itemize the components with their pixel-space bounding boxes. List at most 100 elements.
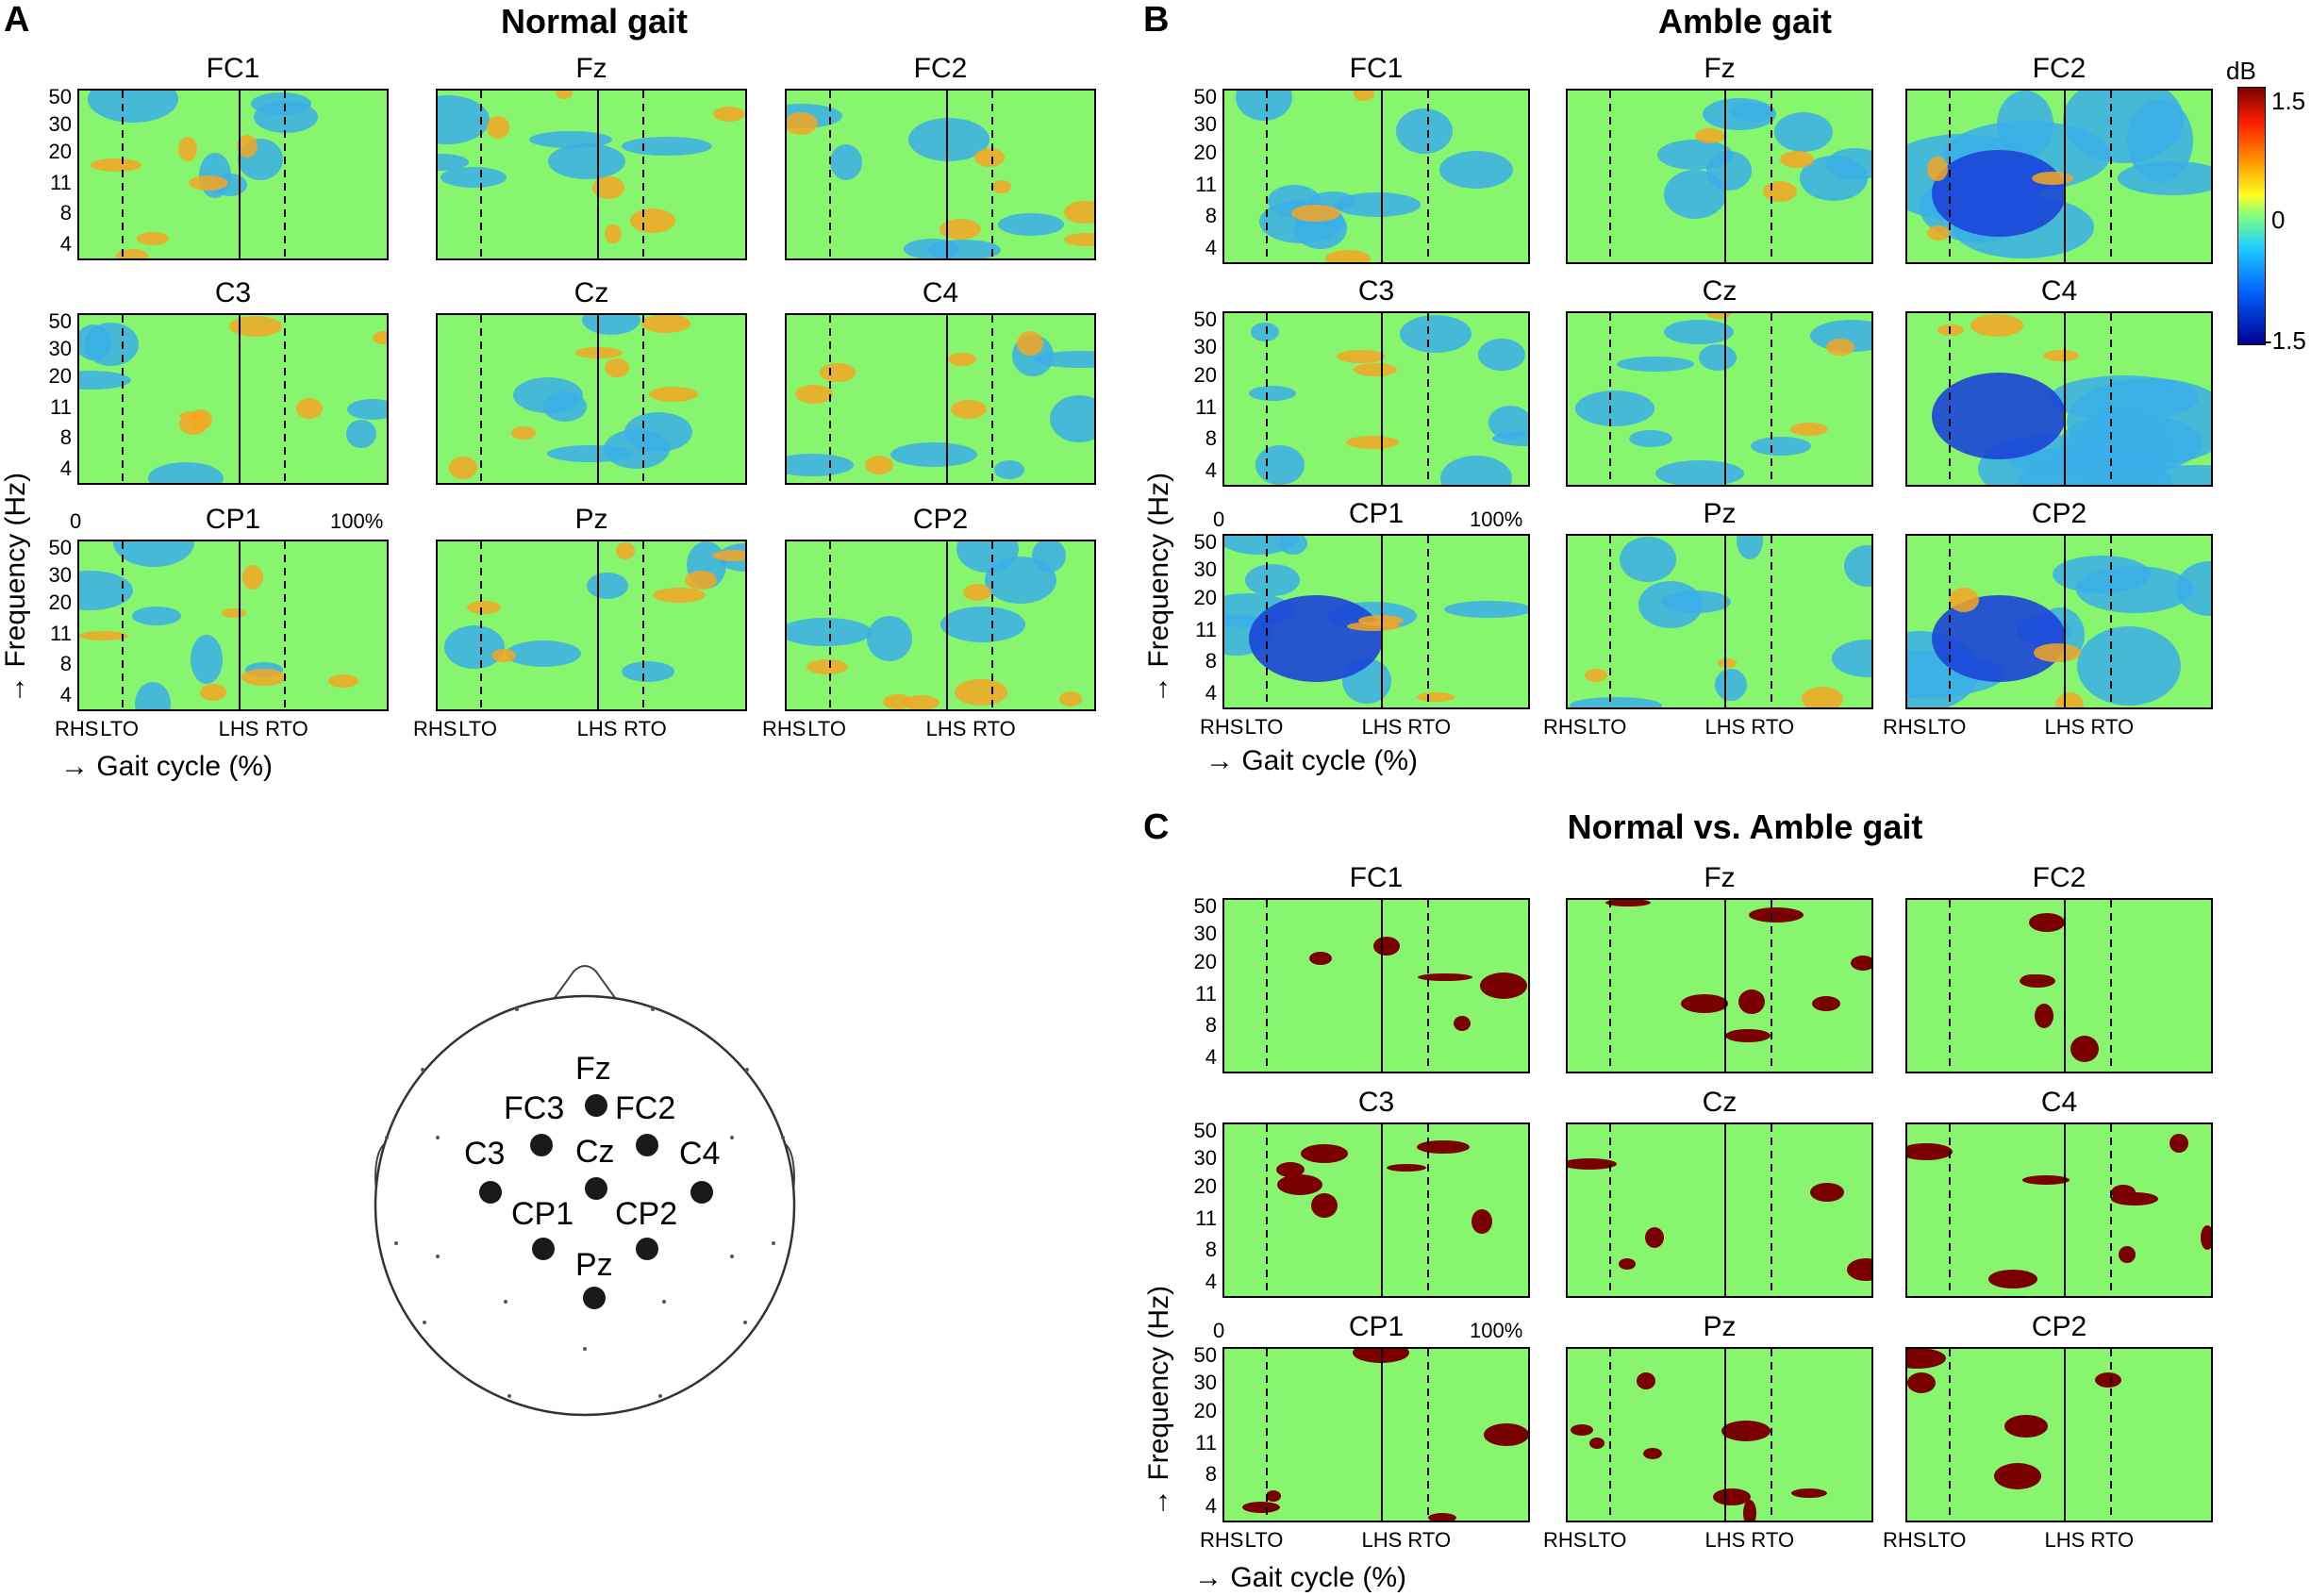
panel-b-map-fc1 (1222, 89, 1530, 264)
panel-a-event-label: RTO (623, 717, 667, 740)
electrode-dots (479, 1094, 713, 1309)
panel-a-title-cz: Cz (574, 277, 609, 308)
panel-b-event-label: RTO (1407, 715, 1452, 739)
panel-c-x-start: 0 (1213, 1319, 1225, 1342)
panel-a-map-c4 (785, 313, 1096, 485)
panel-b-ytick: 8 (1205, 649, 1217, 673)
panel-b-title-c4: C4 (2040, 275, 2078, 307)
panel-c-ytick: 30 (1193, 1371, 1217, 1395)
panel-c-title: Normal vs. Amble gait (1567, 807, 1923, 846)
electrode-label-fc2: FC2 (615, 1090, 676, 1126)
panel-b-title-fc1: FC1 (1349, 53, 1404, 84)
panel-a-event-label: RTO (265, 717, 308, 740)
panel-a-ytick: 4 (59, 683, 72, 707)
panel-a-ytick: 8 (59, 201, 72, 225)
panel-b-event-label: LTO (1244, 715, 1284, 739)
panel-a-ytick: 30 (48, 336, 72, 360)
electrode-label-c3: C3 (464, 1136, 506, 1172)
panel-a-ytick: 50 (48, 84, 72, 108)
colorbar-mid: 0 (2271, 206, 2286, 234)
panel-a-event-label: RHS (413, 717, 457, 740)
panel-b-ytick: 8 (1205, 426, 1217, 451)
panel-b-event-label: LTO (1927, 715, 1967, 739)
panel-a-letter: A (4, 0, 30, 40)
panel-b-event-label: LHS (2044, 715, 2086, 739)
panel-c-ytick: 11 (1195, 1430, 1217, 1455)
panel-b-event-label: RHS (1543, 715, 1588, 739)
panel-a-ytick: 8 (59, 652, 72, 676)
panel-a-map-fc2 (785, 89, 1096, 260)
panel-a-event-label: LTO (807, 717, 846, 740)
panel-a-ytick: 4 (59, 232, 72, 257)
colorbar-min: -1.5 (2264, 326, 2306, 355)
panel-b-xlabel: → Gait cycle (%) (1205, 745, 1419, 776)
panel-c-ytick: 20 (1193, 950, 1217, 974)
panel-a-map-c3 (77, 313, 389, 485)
electrode-label-fz: Fz (575, 1051, 611, 1087)
panel-b-ytick: 4 (1205, 457, 1217, 482)
panel-a-title-c4: C4 (922, 277, 959, 308)
panel-c-title-fz: Fz (1704, 862, 1736, 893)
panel-a-event-label: LHS (576, 717, 618, 740)
panel-c-title-c4: C4 (2040, 1087, 2078, 1118)
panel-c-map-pz (1566, 1347, 1873, 1522)
panel-b-ytick: 4 (1205, 235, 1217, 259)
panel-c-event-label: LHS (1361, 1528, 1403, 1552)
panel-b-title-cp1: CP1 (1348, 498, 1405, 529)
panel-c-ytick: 4 (1205, 1044, 1217, 1069)
panel-b-letter: B (1143, 0, 1170, 40)
panel-a-event-label: LHS (925, 717, 967, 740)
electrode-label-fc3: FC3 (504, 1090, 565, 1126)
panel-c-ytick: 4 (1205, 1269, 1217, 1293)
panel-c-event-label: LTO (1588, 1528, 1627, 1552)
panel-b-event-label: RTO (2090, 715, 2135, 739)
panel-a-ytick: 11 (50, 621, 72, 645)
panel-c-ytick: 30 (1193, 1146, 1217, 1171)
panel-a-ytick: 50 (48, 308, 72, 333)
panel-b-ytick: 20 (1193, 141, 1217, 165)
panel-b-ytick: 11 (1195, 394, 1217, 419)
panel-b-ylabel: → Frequency (Hz) (1143, 472, 1174, 704)
panel-b-map-pz (1566, 534, 1873, 709)
panel-c-event-label: RTO (1751, 1528, 1795, 1552)
panel-b-map-fz (1566, 89, 1873, 264)
panel-b-map-c3 (1222, 311, 1530, 487)
electrode-head-map: Fz FC3 FC2 C3 Cz C4 CP1 CP2 Pz (358, 953, 811, 1424)
panel-a-ytick: 4 (59, 457, 72, 481)
panel-a-ylabel: → Frequency (Hz) (0, 472, 31, 704)
panel-b-map-c4 (1905, 311, 2213, 487)
panel-c-ytick: 50 (1193, 1342, 1217, 1367)
panel-c-ytick: 11 (1195, 1205, 1217, 1230)
panel-c-event-label: RTO (1407, 1528, 1452, 1552)
panel-a-map-cp2 (785, 540, 1096, 711)
panel-a-map-fz (436, 89, 747, 260)
panel-c-map-fc1 (1222, 898, 1530, 1073)
panel-b-event-label: RTO (1751, 715, 1795, 739)
panel-c-title-pz: Pz (1703, 1311, 1737, 1342)
panel-a-map-fc1 (77, 89, 389, 260)
panel-b-event-label: RHS (1200, 715, 1244, 739)
panel-a-title-fc2: FC2 (913, 53, 968, 84)
panel-a-title: Normal gait (500, 2, 689, 41)
panel-c-map-c4 (1905, 1122, 2213, 1298)
panel-a-ytick: 20 (48, 139, 72, 163)
panel-c-title-cz: Cz (1702, 1087, 1737, 1118)
electrode-label-cz: Cz (575, 1134, 615, 1170)
panel-a-event-label: RHS (762, 717, 806, 740)
panel-b-ytick: 30 (1193, 335, 1217, 359)
panel-c-event-label: LTO (1927, 1528, 1967, 1552)
panel-b-map-cz (1566, 311, 1873, 487)
panel-c-map-c3 (1222, 1122, 1530, 1298)
panel-b-ytick: 30 (1193, 557, 1217, 582)
panel-b-title-c3: C3 (1357, 275, 1395, 307)
panel-a-event-label: RHS (55, 717, 99, 740)
panel-c-title-fc2: FC2 (2032, 862, 2087, 893)
panel-c-map-fz (1566, 898, 1873, 1073)
panel-a-event-label: RTO (973, 717, 1016, 740)
panel-c-ytick: 8 (1205, 1462, 1217, 1487)
panel-b-ytick: 4 (1205, 680, 1217, 705)
panel-a-ytick: 11 (50, 394, 72, 419)
panel-a-ytick: 30 (48, 111, 72, 136)
panel-b-ytick: 11 (1195, 172, 1217, 196)
panel-a-title-pz: Pz (574, 504, 608, 535)
